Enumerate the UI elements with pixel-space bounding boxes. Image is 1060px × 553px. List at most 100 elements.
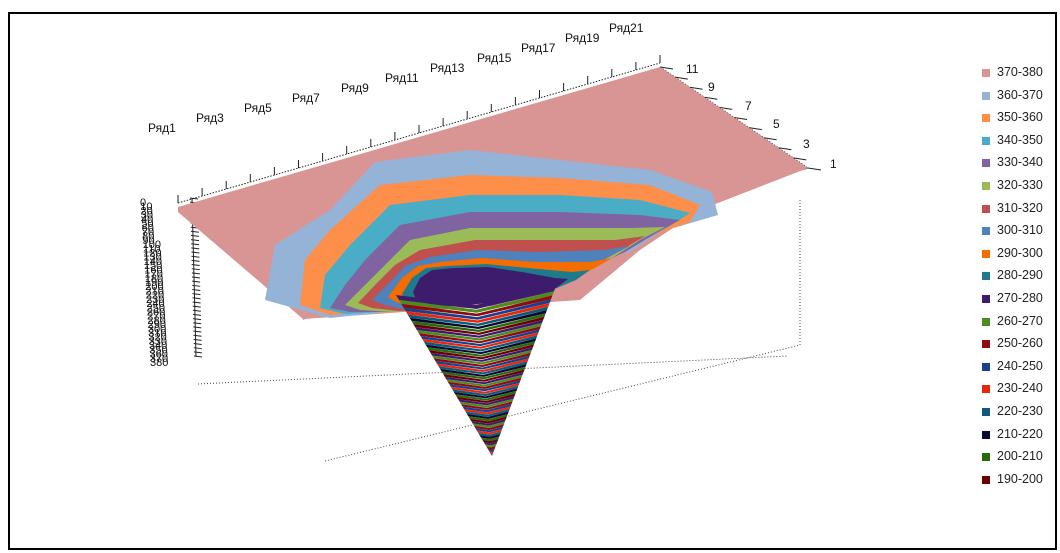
depth-label: 40: [141, 214, 153, 226]
funnel-stripe: [464, 406, 511, 415]
funnel-stripe: [455, 390, 517, 401]
depth-label: 290: [148, 319, 166, 331]
side-tick: [689, 86, 703, 90]
funnel-stripe: [481, 436, 500, 442]
depth-tick: [193, 343, 202, 346]
funnel-stripe: [459, 398, 514, 408]
depth-tick: [192, 305, 201, 308]
depth-label: 210: [146, 285, 164, 297]
depth-label: 120: [143, 248, 161, 260]
funnel-stripe: [475, 426, 504, 433]
legend-item: 330-340: [978, 154, 1060, 177]
x-label: 7: [745, 99, 752, 113]
funnel-stripe: [427, 341, 536, 357]
depth-label: 170: [144, 269, 162, 281]
depth-tick: [191, 243, 200, 246]
depth-label: 250: [147, 302, 165, 314]
legend-item: 230-240: [978, 380, 1060, 403]
legend-label: 360-370: [997, 87, 1043, 102]
funnel-stripe: [472, 421, 505, 428]
legend-label: 270-280: [997, 290, 1043, 305]
funnel-stripe: [468, 414, 508, 422]
x-label: 9: [708, 80, 715, 94]
funnel-stripe: [453, 388, 518, 399]
depth-label: 370: [150, 353, 168, 365]
depth-label: 180: [145, 273, 163, 285]
depth-label: 110: [143, 243, 161, 255]
side-tick: [807, 167, 822, 171]
depth-tick: [191, 276, 201, 279]
depth-label: 90: [142, 235, 154, 247]
depth-tick: [191, 272, 200, 275]
legend-item: 220-230: [978, 403, 1060, 426]
depth-tick: [192, 309, 201, 312]
depth-tick: [192, 280, 201, 283]
legend-label: 300-310: [997, 223, 1043, 238]
legend-item: 310-320: [978, 200, 1060, 223]
depth-tick: [191, 255, 200, 258]
floor-line: [324, 344, 801, 462]
depth-tick: [193, 338, 202, 341]
legend-label: 310-320: [997, 200, 1043, 215]
surface-layers: [178, 67, 808, 319]
legend-label: 200-210: [997, 449, 1043, 464]
depth-tick: [193, 330, 202, 333]
depth-label: 80: [142, 231, 154, 243]
depth-label: 300: [148, 323, 166, 335]
floor-line: [197, 355, 789, 385]
legend-label: 290-300: [997, 245, 1043, 260]
legend-label: 330-340: [997, 155, 1043, 170]
funnel-stripe: [425, 338, 537, 355]
legend-label: 190-200: [997, 471, 1043, 486]
legend-item: 370-380: [978, 64, 1060, 87]
legend-item: 320-330: [978, 177, 1060, 200]
funnel-stripe: [449, 380, 521, 392]
legend-swatch: [982, 136, 990, 145]
legend-item: 340-350: [978, 132, 1060, 155]
legend-swatch: [982, 181, 990, 190]
funnel-stripe: [462, 403, 512, 413]
funnel-stripe: [432, 350, 532, 365]
depth-tick: [192, 318, 202, 321]
depth-label: 130: [143, 252, 161, 264]
legend-item: 190-200: [978, 471, 1060, 494]
legend-item: 270-280: [978, 290, 1060, 313]
side-tick: [659, 66, 674, 70]
funnel-stripe: [423, 335, 538, 352]
funnel-stripe: [407, 306, 549, 326]
legend-label: 370-380: [997, 65, 1043, 79]
legend-label: 320-330: [997, 177, 1043, 192]
funnel-stripe: [435, 355, 530, 370]
depth-label: 260: [147, 306, 165, 318]
funnel-stripe: [456, 393, 516, 403]
depth-label: 30: [141, 210, 153, 222]
chart-frame: Ряд1 Ряд3 Ряд5 Ряд7 Ряд9 Ряд11 Ряд13 Ряд15 Ряд17…: [8, 12, 1057, 550]
depth-tick: [191, 268, 200, 271]
depth-tick: [191, 259, 200, 262]
funnel-stripe: [487, 448, 495, 452]
depth-tick: [192, 297, 201, 300]
funnel-stripe: [428, 344, 535, 360]
legend-swatch: [982, 475, 990, 484]
depth-axis: 0102030405060708090100110120130140150160…: [140, 197, 203, 369]
series-label: Ряд1: [148, 121, 176, 135]
depth-label: 240: [146, 298, 164, 310]
depth-tick: [192, 288, 201, 291]
legend-swatch: [982, 294, 990, 303]
funnel-stripe: [466, 411, 509, 419]
funnel-stripe: [396, 286, 556, 309]
legend-swatch: [982, 317, 990, 326]
side-tick: [719, 106, 733, 110]
surface-band-270-280: [413, 267, 568, 306]
funnel-stripe: [416, 323, 542, 341]
depth-tick: [193, 326, 202, 329]
depth-label: 320: [148, 332, 166, 344]
depth-label: 0: [140, 197, 146, 209]
funnel-stripe: [413, 316, 545, 335]
x-label: 3: [803, 137, 810, 151]
legend-swatch: [982, 249, 990, 258]
depth-tick: [193, 355, 203, 358]
side-tick: [778, 147, 792, 151]
depth-label: 280: [147, 315, 165, 327]
legend-item: 350-360: [978, 109, 1060, 132]
